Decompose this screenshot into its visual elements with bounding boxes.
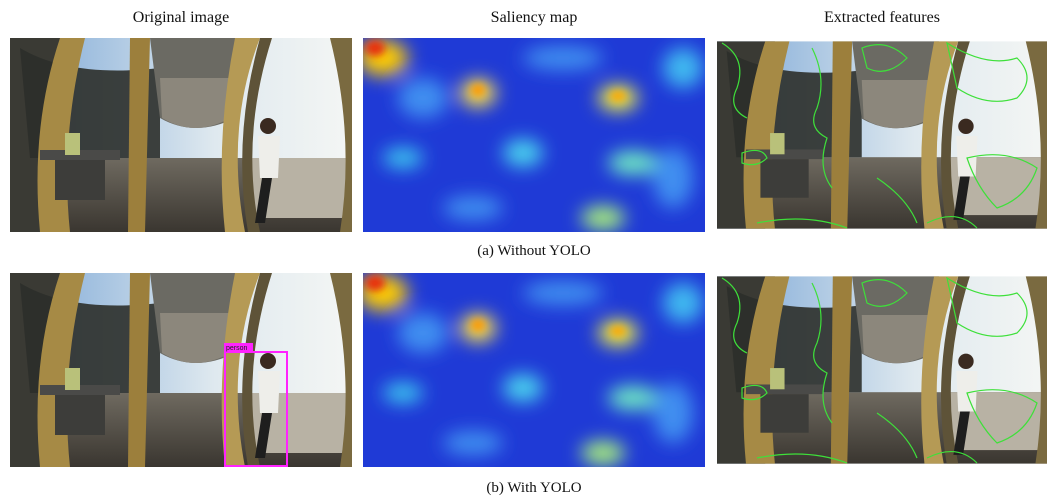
detection-label: person xyxy=(226,345,248,352)
column-header: Original image xyxy=(133,9,229,26)
row-without-yolo: (a) Without YOLO xyxy=(10,38,1047,259)
saliency-map xyxy=(358,38,705,232)
saliency-map xyxy=(358,273,705,467)
original-image xyxy=(10,273,352,467)
caption: (a) Without YOLO xyxy=(477,243,591,259)
figure: Original image Saliency map Extracted fe… xyxy=(0,0,1053,500)
column-header: Extracted features xyxy=(824,9,940,26)
caption: (b) With YOLO xyxy=(486,480,581,496)
original-image xyxy=(10,38,352,232)
extracted-features xyxy=(717,41,1047,228)
extracted-features xyxy=(717,276,1047,463)
row-with-yolo: person (b) With YOLO xyxy=(10,273,1047,496)
column-header: Saliency map xyxy=(491,9,578,26)
